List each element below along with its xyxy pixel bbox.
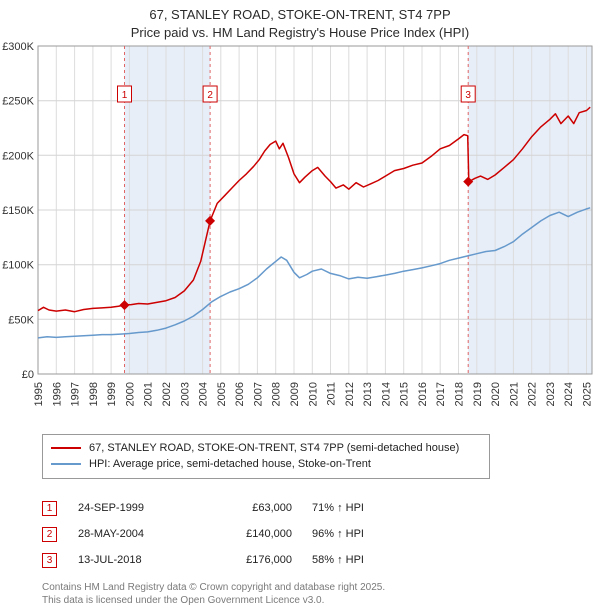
svg-text:1998: 1998: [88, 382, 100, 406]
svg-text:2001: 2001: [143, 382, 155, 406]
svg-text:2024: 2024: [563, 382, 575, 406]
legend-item-hpi: HPI: Average price, semi-detached house,…: [51, 456, 481, 472]
svg-text:2006: 2006: [234, 382, 246, 406]
svg-text:2011: 2011: [326, 382, 338, 406]
svg-text:£200K: £200K: [2, 150, 34, 162]
svg-text:1996: 1996: [51, 382, 63, 406]
hpi-line-swatch: [51, 463, 81, 465]
svg-text:£150K: £150K: [2, 205, 34, 217]
transaction-number-badge: 2: [42, 526, 57, 542]
footer-line-1: Contains HM Land Registry data © Crown c…: [42, 582, 386, 593]
svg-text:1997: 1997: [70, 382, 82, 406]
page-subtitle: Price paid vs. HM Land Registry's House …: [130, 25, 470, 40]
svg-text:2007: 2007: [252, 382, 264, 406]
svg-text:1995: 1995: [33, 382, 45, 406]
svg-text:1999: 1999: [106, 382, 118, 406]
transaction-row: 1 24-SEP-1999 £63,000 71% ↑ HPI: [42, 495, 600, 521]
svg-text:2008: 2008: [271, 382, 283, 406]
svg-text:2018: 2018: [454, 382, 466, 406]
svg-text:3: 3: [465, 90, 471, 101]
svg-text:2023: 2023: [545, 382, 557, 406]
svg-text:2005: 2005: [216, 382, 228, 406]
svg-text:2016: 2016: [417, 382, 429, 406]
transaction-price: £176,000: [246, 554, 292, 566]
footer-line-2: This data is licensed under the Open Gov…: [42, 595, 325, 606]
svg-text:£300K: £300K: [2, 41, 34, 53]
svg-text:£0: £0: [22, 369, 34, 381]
price-paid-line-swatch: [51, 447, 81, 449]
price-history-chart: £0 £50K £100K £150K £200K £250K £300K 1 2 3 1995 19…: [2, 41, 594, 406]
transaction-vs-hpi: 96% ↑ HPI: [312, 528, 364, 540]
chart-legend: 67, STANLEY ROAD, STOKE-ON-TRENT, ST4 7P…: [42, 434, 490, 479]
svg-text:2003: 2003: [179, 382, 191, 406]
svg-text:2002: 2002: [161, 382, 173, 406]
svg-text:£50K: £50K: [8, 314, 34, 326]
svg-text:2015: 2015: [399, 382, 411, 406]
transaction-number-badge: 3: [42, 552, 57, 568]
transaction-row: 2 28-MAY-2004 £140,000 96% ↑ HPI: [42, 521, 600, 547]
transaction-price: £140,000: [246, 528, 292, 540]
transaction-price: £63,000: [252, 502, 292, 514]
svg-text:2022: 2022: [527, 382, 539, 406]
transaction-date: 28-MAY-2004: [78, 528, 145, 540]
transaction-date: 24-SEP-1999: [78, 502, 145, 514]
svg-text:2010: 2010: [307, 382, 319, 406]
svg-text:2: 2: [207, 90, 213, 101]
svg-text:2017: 2017: [435, 382, 447, 406]
svg-text:£250K: £250K: [2, 96, 34, 108]
svg-text:2019: 2019: [472, 382, 484, 406]
svg-text:2025: 2025: [582, 382, 594, 406]
transaction-vs-hpi: 58% ↑ HPI: [312, 554, 364, 566]
transaction-vs-hpi: 71% ↑ HPI: [312, 502, 364, 514]
page-title: 67, STANLEY ROAD, STOKE-ON-TRENT, ST4 7P…: [149, 7, 451, 22]
svg-text:2021: 2021: [508, 382, 520, 406]
svg-text:2009: 2009: [289, 382, 301, 406]
license-footer: Contains HM Land Registry data © Crown c…: [42, 581, 600, 607]
legend-label-price-paid: 67, STANLEY ROAD, STOKE-ON-TRENT, ST4 7P…: [89, 442, 460, 454]
svg-text:£100K: £100K: [2, 260, 34, 272]
transaction-row: 3 13-JUL-2018 £176,000 58% ↑ HPI: [42, 547, 600, 573]
svg-text:2012: 2012: [344, 382, 356, 406]
legend-item-price-paid: 67, STANLEY ROAD, STOKE-ON-TRENT, ST4 7P…: [51, 440, 481, 456]
svg-text:2004: 2004: [198, 382, 210, 406]
svg-text:2020: 2020: [490, 382, 502, 406]
legend-label-hpi: HPI: Average price, semi-detached house,…: [89, 458, 371, 470]
svg-text:2014: 2014: [380, 382, 392, 406]
svg-text:2000: 2000: [124, 382, 136, 406]
transaction-date: 13-JUL-2018: [78, 554, 142, 566]
transactions-table: 1 24-SEP-1999 £63,000 71% ↑ HPI 2 28-MAY…: [42, 495, 600, 573]
transaction-number-badge: 1: [42, 500, 57, 516]
svg-text:2013: 2013: [362, 382, 374, 406]
svg-text:1: 1: [122, 90, 128, 101]
